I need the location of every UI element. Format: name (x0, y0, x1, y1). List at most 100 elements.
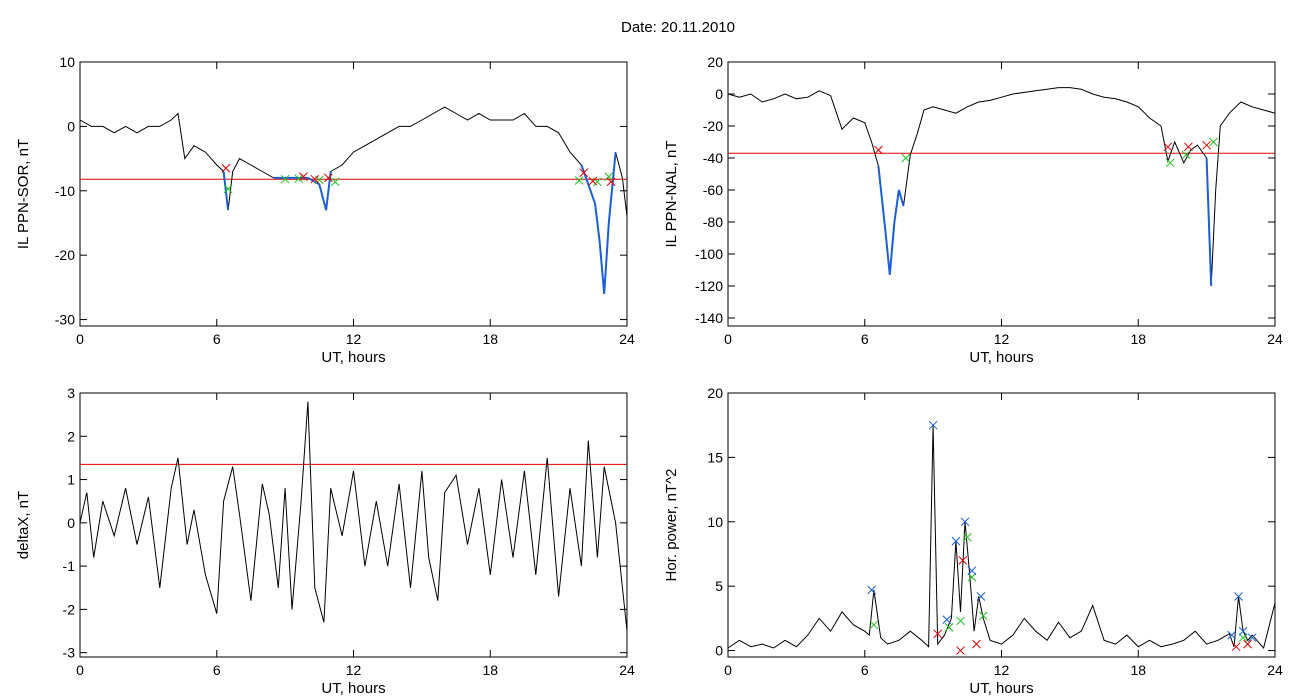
marker-red-stroke (310, 174, 320, 184)
marker-red-stroke (221, 163, 231, 173)
x-tick-label: 12 (346, 331, 362, 347)
x-tick-label: 0 (76, 331, 84, 347)
marker-green-stroke (1165, 158, 1175, 168)
marker-red (1231, 642, 1241, 652)
marker-blue (1227, 630, 1237, 640)
marker-green (1165, 158, 1175, 168)
marker-blue (1238, 626, 1248, 636)
series-line (79, 106, 628, 294)
y-tick-label: 0 (67, 515, 75, 531)
marker-red (606, 177, 616, 187)
marker-blue-stroke (1234, 592, 1243, 601)
panel-hor-power: 0 6 12 18 24 20 15 10 5 0 UT, hours Hor. power, nT^… (663, 385, 1283, 697)
panel-il-ppn-nal: 0 6 12 18 24 20 0 -20 -40 -60 -80 -100 -120 -140 UT, h… (663, 54, 1283, 366)
marker-red (933, 629, 943, 639)
y-tick-label: -60 (703, 182, 723, 198)
marker-green (901, 153, 911, 163)
marker-green (604, 172, 614, 181)
highlight-segment (877, 165, 905, 275)
y-tick-label: -140 (695, 310, 723, 326)
marker-green (223, 184, 233, 194)
x-tick-label: 12 (994, 331, 1010, 347)
y-axis-label: Hor. power, nT^2 (663, 469, 680, 582)
marker-green-stroke (574, 176, 584, 185)
x-axis-label: UT, hours (321, 680, 385, 697)
marker-blue-stroke (928, 420, 938, 430)
marker-green-stroke (314, 175, 324, 185)
y-tick-label: -3 (63, 645, 76, 661)
x-tick-label: 24 (619, 331, 635, 347)
marker-blue-stroke (976, 592, 986, 601)
marker-blue-stroke (867, 585, 876, 595)
y-tick-label: -20 (703, 118, 723, 134)
y-tick-label: 20 (707, 385, 723, 401)
marker-green-stroke (593, 177, 602, 187)
y-tick-label: 10 (59, 54, 75, 70)
y-tick-label: -80 (703, 214, 723, 230)
y-tick-label: -100 (695, 246, 723, 262)
marker-blue (1247, 633, 1257, 643)
x-tick-label: 0 (724, 331, 732, 347)
y-axis-label: deltaX, nT (15, 491, 32, 559)
marker-red-stroke (1184, 142, 1193, 152)
marker-red (324, 173, 333, 183)
marker-blue-stroke (960, 517, 970, 527)
marker-red (1202, 140, 1211, 150)
marker-red (588, 176, 598, 186)
marker-green-stroke (901, 153, 911, 163)
marker-red (299, 172, 308, 181)
y-tick-label: 15 (707, 449, 723, 465)
marker-red-stroke (324, 173, 333, 183)
series-line (727, 87, 1276, 287)
marker-blue (976, 592, 986, 601)
marker-green-stroke (294, 174, 304, 183)
marker-red-stroke (588, 176, 598, 186)
marker-red (310, 174, 320, 184)
series-line (727, 425, 1276, 650)
marker-green (1238, 633, 1248, 643)
x-axis-label: UT, hours (321, 349, 385, 366)
marker-blue-stroke (1227, 630, 1237, 640)
y-axis-label: IL PPN-NAL, nT (663, 141, 680, 248)
marker-green (294, 174, 304, 183)
plot-frame (79, 392, 628, 658)
x-tick-label: 0 (724, 662, 732, 678)
marker-red-stroke (933, 629, 943, 639)
marker-green-stroke (330, 177, 340, 187)
marker-blue (951, 536, 961, 546)
marker-green-stroke (604, 172, 614, 181)
marker-red-stroke (956, 646, 965, 655)
series-line (79, 401, 628, 632)
highlight-segment (580, 152, 617, 294)
marker-blue (942, 615, 952, 625)
marker-blue-stroke (967, 566, 977, 576)
y-tick-label: -40 (703, 150, 723, 166)
marker-green-stroke (978, 611, 988, 621)
x-tick-label: 24 (1267, 331, 1283, 347)
marker-red-stroke (1202, 140, 1211, 150)
marker-blue (928, 420, 938, 430)
marker-green-stroke (1181, 150, 1191, 160)
x-tick-label: 6 (213, 662, 221, 678)
y-tick-label: -30 (55, 312, 75, 328)
marker-red (956, 646, 965, 655)
marker-blue-stroke (951, 536, 961, 546)
marker-red-stroke (874, 145, 883, 155)
marker-blue (1234, 592, 1243, 601)
marker-red-stroke (972, 639, 981, 649)
x-tick-label: 18 (482, 662, 498, 678)
marker-red-stroke (1243, 639, 1253, 649)
y-tick-label: 0 (67, 118, 75, 134)
marker-green (967, 572, 977, 582)
marker-green-stroke (962, 532, 972, 542)
y-tick-label: -120 (695, 278, 723, 294)
marker-blue-stroke (1238, 626, 1248, 636)
y-tick-label: 5 (715, 578, 723, 594)
x-tick-label: 6 (861, 662, 869, 678)
marker-green (869, 620, 879, 630)
x-tick-label: 18 (1130, 331, 1146, 347)
x-tick-label: 0 (76, 662, 84, 678)
marker-blue (967, 566, 977, 576)
marker-green-stroke (944, 623, 954, 632)
